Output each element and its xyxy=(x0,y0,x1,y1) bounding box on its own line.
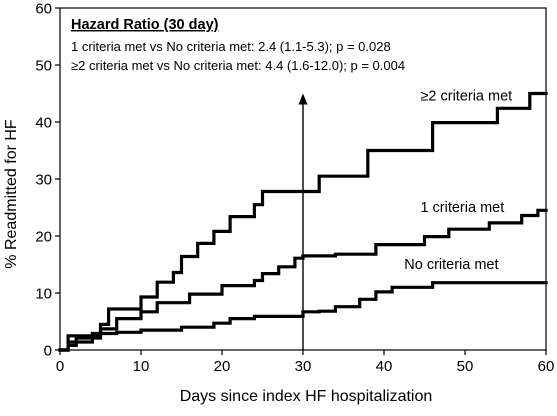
y-tick-label: 50 xyxy=(35,58,52,75)
x-tick-label: 30 xyxy=(295,358,312,375)
y-tick-label: 40 xyxy=(35,115,52,132)
hazard-ratio-annotation: Hazard Ratio (30 day) 1 criteria met vs … xyxy=(71,17,405,73)
y-tick-label: 10 xyxy=(35,286,52,303)
series-label-1-criteria-met: 1 criteria met xyxy=(420,200,504,216)
x-tick-label: 0 xyxy=(56,358,64,375)
series-line-1-criteria-met xyxy=(58,208,548,352)
axes: 0 10 20 30 40 50 60 0 10 20 30 40 50 60 xyxy=(35,1,554,376)
y-tick-label: 60 xyxy=(35,1,52,18)
y-axis-title: % Readmitted for HF xyxy=(3,119,20,269)
y-tick-label: 0 xyxy=(44,343,52,360)
annotation-title: Hazard Ratio (30 day) xyxy=(71,17,219,33)
x-tick-label: 20 xyxy=(214,358,231,375)
x-tick-label: 50 xyxy=(457,358,474,375)
series-layer xyxy=(58,91,548,352)
x-axis-title: Days since index HF hospitalization xyxy=(180,388,433,405)
series-label-ge2-criteria-met: ≥2 criteria met xyxy=(420,88,512,104)
x-tick-label: 10 xyxy=(133,358,150,375)
annotation-line-1: 1 criteria met vs No criteria met: 2.4 (… xyxy=(71,39,391,54)
annotation-line-2: ≥2 criteria met vs No criteria met: 4.4 … xyxy=(71,58,405,73)
series-labels: ≥2 criteria met 1 criteria met No criteria… xyxy=(404,88,512,273)
marker-arrowhead xyxy=(298,93,308,105)
day-30-marker xyxy=(298,93,308,350)
series-label-no-criteria-met: No criteria met xyxy=(404,257,498,273)
x-tick-label: 40 xyxy=(376,358,393,375)
series-line-no-criteria-met xyxy=(58,281,548,352)
y-tick-label: 20 xyxy=(35,229,52,246)
y-tick-label: 30 xyxy=(35,172,52,189)
x-tick-label: 60 xyxy=(538,358,555,375)
series-line-ge2-criteria-met xyxy=(58,91,548,352)
